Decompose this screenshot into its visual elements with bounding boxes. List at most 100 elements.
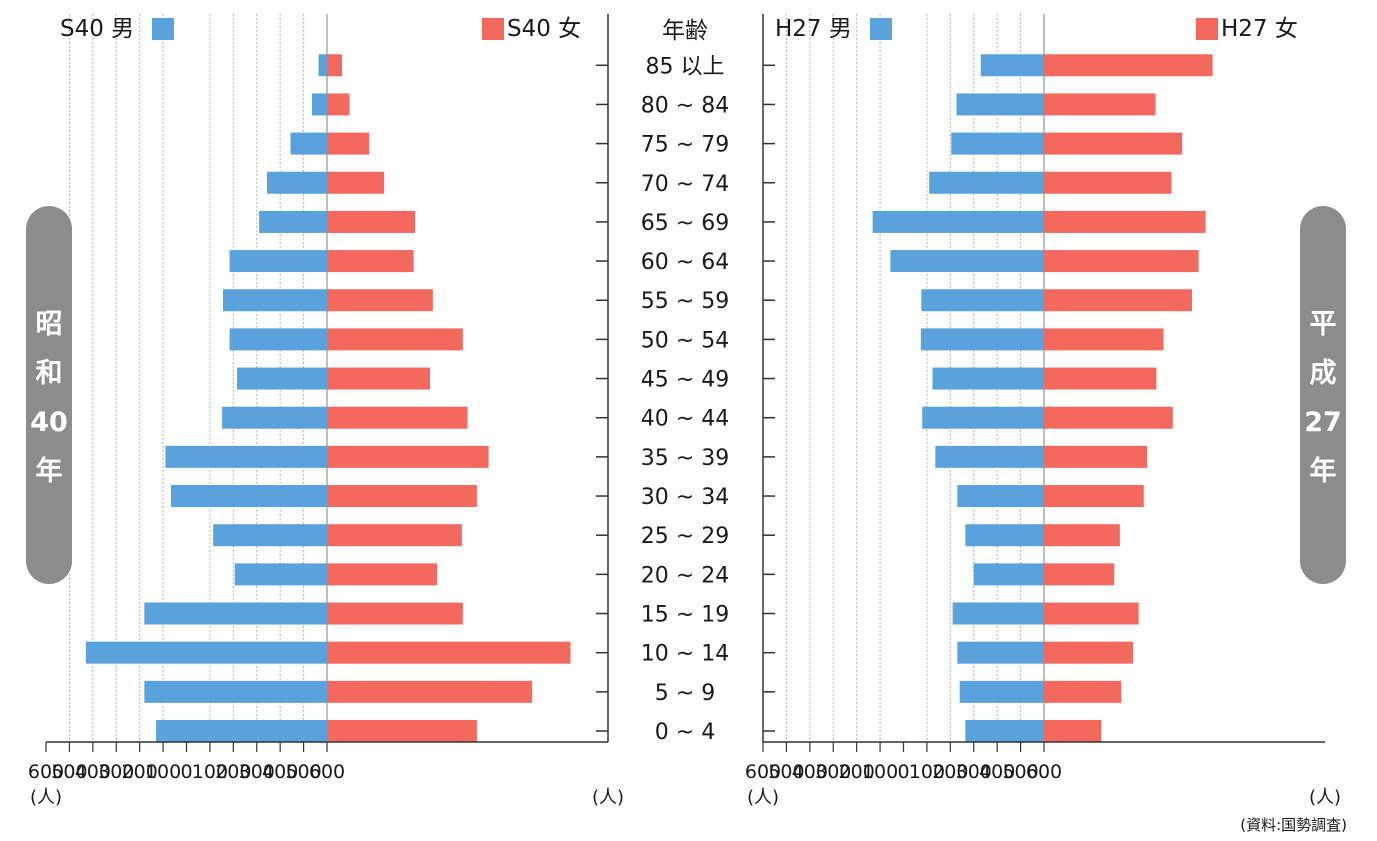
female-bar: [1044, 93, 1156, 116]
male-bar: [980, 54, 1044, 77]
era-label-char: 年: [36, 455, 63, 487]
female-bar: [327, 171, 385, 194]
male-bar: [144, 680, 327, 703]
male-bar: [952, 602, 1044, 625]
x-tick-label: 300: [239, 761, 275, 783]
legend-male-label: S40 男: [60, 16, 134, 42]
male-bar: [156, 720, 327, 742]
x-tick-label: 600: [309, 761, 345, 783]
female-bar: [1044, 563, 1115, 586]
legend-female-swatch: [1196, 18, 1218, 40]
x-tick-label: 500: [285, 761, 321, 783]
male-bar: [318, 54, 327, 77]
x-tick-label: 400: [792, 761, 828, 783]
male-bar: [965, 720, 1044, 742]
legend-female-label: S40 女: [507, 16, 581, 42]
male-bar: [957, 485, 1044, 508]
x-tick-label: 200: [839, 761, 875, 783]
era-label-char: 和: [36, 358, 63, 389]
female-bar: [1044, 171, 1172, 194]
age-group-label: 10 ~ 14: [641, 642, 729, 667]
female-bar: [327, 602, 463, 625]
age-group-label: 60 ~ 64: [641, 250, 729, 275]
male-bar: [922, 406, 1044, 429]
age-group-label: 30 ~ 34: [641, 485, 729, 510]
male-bar: [229, 250, 327, 273]
male-bar: [935, 445, 1044, 468]
male-bar: [959, 680, 1044, 703]
female-bar: [327, 289, 433, 312]
female-bar: [327, 641, 571, 664]
age-header: 年齢: [662, 18, 708, 44]
legend-male-swatch: [152, 18, 174, 40]
female-bar: [327, 720, 477, 742]
era-label-char: 成: [1310, 358, 1337, 389]
female-bar: [1044, 328, 1164, 351]
era-badge: [26, 206, 72, 584]
female-bar: [1044, 445, 1148, 468]
x-tick-label: 300: [956, 761, 992, 783]
x-tick-label: 600: [1026, 761, 1062, 783]
male-bar: [165, 445, 327, 468]
female-bar: [1044, 132, 1183, 155]
male-bar: [920, 328, 1044, 351]
female-bar: [1044, 485, 1144, 508]
x-tick-label: 600: [28, 761, 64, 783]
male-bar: [965, 524, 1044, 547]
female-bar: [327, 54, 342, 77]
female-bar: [1044, 289, 1192, 312]
unit-label-right: (人): [1309, 787, 1341, 808]
x-tick-label: 500: [768, 761, 804, 783]
male-bar: [973, 563, 1044, 586]
male-bar: [222, 406, 327, 429]
age-group-label: 15 ~ 19: [641, 603, 729, 628]
female-bar: [1044, 641, 1133, 664]
legend-female-swatch: [482, 18, 504, 40]
unit-label-left: (人): [747, 787, 779, 808]
age-group-label: 70 ~ 74: [641, 172, 729, 197]
x-tick-label: 200: [932, 761, 968, 783]
male-bar: [85, 641, 327, 664]
x-tick-label: 500: [51, 761, 87, 783]
male-bar: [267, 171, 327, 194]
x-tick-label: 100: [909, 761, 945, 783]
female-bar: [1044, 250, 1199, 273]
female-bar: [327, 132, 370, 155]
x-tick-label: 100: [145, 761, 181, 783]
male-bar: [956, 93, 1044, 116]
male-bar: [144, 602, 327, 625]
x-tick-label: 400: [75, 761, 111, 783]
male-bar: [223, 289, 327, 312]
x-tick-label: 200: [122, 761, 158, 783]
female-bar: [327, 524, 462, 547]
era-label-char: 27: [1304, 407, 1342, 438]
male-bar: [957, 641, 1044, 664]
male-bar: [213, 524, 327, 547]
female-bar: [327, 93, 350, 116]
female-bar: [1044, 524, 1120, 547]
x-tick-label: 300: [98, 761, 134, 783]
age-group-label: 55 ~ 59: [641, 289, 729, 314]
era-label-char: 40: [30, 407, 68, 438]
age-group-label: 85 以上: [646, 54, 725, 79]
female-bar: [327, 485, 477, 508]
female-bar: [327, 445, 489, 468]
era-label-char: 昭: [36, 309, 63, 340]
x-tick-label: 0: [180, 761, 192, 783]
female-bar: [1044, 680, 1122, 703]
male-bar: [951, 132, 1044, 155]
female-bar: [327, 250, 414, 273]
age-group-label: 45 ~ 49: [641, 368, 729, 393]
age-group-label: 75 ~ 79: [641, 133, 729, 158]
male-bar: [234, 563, 327, 586]
x-tick-label: 200: [215, 761, 251, 783]
male-bar: [237, 367, 327, 390]
age-group-label: 65 ~ 69: [641, 211, 729, 236]
female-bar: [1044, 602, 1139, 625]
unit-label-left: (人): [30, 787, 62, 808]
x-tick-label: 400: [979, 761, 1015, 783]
x-tick-label: 0: [897, 761, 909, 783]
x-tick-label: 600: [745, 761, 781, 783]
